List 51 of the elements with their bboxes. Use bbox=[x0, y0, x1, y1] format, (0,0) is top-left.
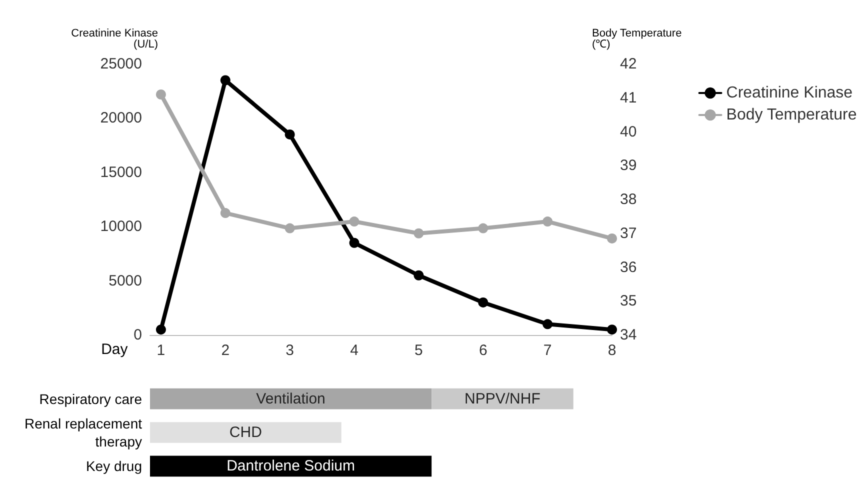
point bbox=[478, 223, 488, 234]
point bbox=[607, 324, 617, 335]
x-tick-label: 1 bbox=[156, 342, 166, 359]
y2-tick-label: 38 bbox=[620, 191, 637, 208]
x-axis-title: Day bbox=[101, 341, 128, 358]
point bbox=[220, 208, 230, 218]
point bbox=[156, 324, 166, 335]
point bbox=[414, 228, 424, 238]
x-tick-label: 8 bbox=[608, 342, 616, 359]
point bbox=[607, 233, 617, 244]
y2-tick-label: 39 bbox=[620, 157, 637, 174]
y-tick-label: 0 bbox=[134, 326, 142, 344]
point bbox=[414, 270, 424, 280]
y-tick-label: 20000 bbox=[100, 110, 142, 127]
y-tick-label: 5000 bbox=[108, 272, 142, 290]
legend-label: Body Temperature bbox=[726, 106, 857, 124]
data-label: NPPV/NHF bbox=[464, 390, 540, 408]
point bbox=[542, 216, 553, 227]
point bbox=[349, 216, 360, 227]
y-tick-label: 10000 bbox=[100, 218, 142, 236]
x-tick-label: 7 bbox=[543, 342, 552, 359]
x-tick-label: 2 bbox=[221, 342, 230, 359]
y-axis-title: Creatinine Kinase (U/L) bbox=[71, 28, 158, 50]
y2-tick-label: 41 bbox=[620, 89, 637, 106]
y2-tick-label: 35 bbox=[620, 292, 637, 310]
x-tick-label: 3 bbox=[286, 342, 294, 359]
point bbox=[284, 223, 295, 234]
data-label: CHD bbox=[229, 424, 262, 441]
point bbox=[542, 319, 553, 330]
x-tick-label: 4 bbox=[350, 342, 358, 359]
x-tick-label: 6 bbox=[478, 342, 488, 359]
y2-tick-label: 37 bbox=[620, 224, 637, 242]
y2-axis-title: Body Temperature (℃) bbox=[592, 28, 682, 50]
y2-tick-label: 42 bbox=[620, 56, 637, 72]
point bbox=[478, 297, 488, 308]
y2-tick-label: 34 bbox=[620, 326, 637, 344]
y-tick-label: Renal replacement therapy bbox=[24, 416, 142, 450]
y-tick-label: 15000 bbox=[100, 164, 142, 181]
x-tick-label: 5 bbox=[414, 342, 423, 359]
data-label: Ventilation bbox=[256, 390, 326, 408]
y2-tick-label: 40 bbox=[620, 123, 637, 140]
y-tick-label: Respiratory care bbox=[39, 390, 142, 407]
point bbox=[284, 129, 295, 140]
y2-tick-label: 36 bbox=[620, 258, 637, 276]
point bbox=[220, 75, 230, 86]
point bbox=[156, 89, 166, 100]
point bbox=[349, 238, 360, 248]
y-tick-label: 25000 bbox=[100, 56, 142, 72]
legend-label: Creatinine Kinase bbox=[726, 84, 853, 102]
y-tick-label: Key drug bbox=[86, 458, 142, 474]
data-label: Dantrolene Sodium bbox=[226, 458, 355, 475]
